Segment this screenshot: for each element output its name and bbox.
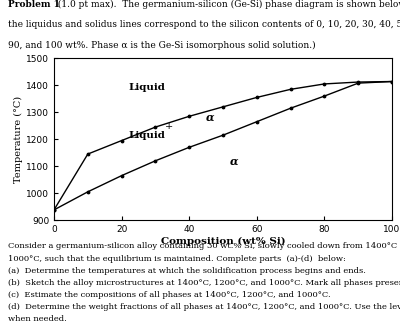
Text: when needed.: when needed. (8, 315, 67, 323)
Text: the liquidus and solidus lines correspond to the silicon contents of 0, 10, 20, : the liquidus and solidus lines correspon… (8, 20, 400, 29)
Text: α: α (206, 112, 214, 123)
Text: (1.0 pt max).  The germanium-silicon (Ge-Si) phase diagram is shown below. (Dots: (1.0 pt max). The germanium-silicon (Ge-… (52, 0, 400, 9)
Text: 90, and 100 wt%. Phase α is the Ge-Si isomorphous solid solution.): 90, and 100 wt%. Phase α is the Ge-Si is… (8, 41, 316, 50)
Text: (a)  Determine the temperatures at which the solidification process begins and e: (a) Determine the temperatures at which … (8, 267, 366, 275)
Text: (b)  Sketch the alloy microstructures at 1400°C, 1200°C, and 1000°C. Mark all ph: (b) Sketch the alloy microstructures at … (8, 279, 400, 287)
Text: 1000°C, such that the equilibrium is maintained. Complete parts  (a)-(d)  below:: 1000°C, such that the equilibrium is mai… (8, 255, 346, 262)
Text: (c)  Estimate the compositions of all phases at 1400°C, 1200°C, and 1000°C.: (c) Estimate the compositions of all pha… (8, 291, 331, 299)
Text: Liquid: Liquid (128, 83, 165, 92)
Text: +: + (165, 122, 173, 131)
Text: Problem 1: Problem 1 (8, 0, 60, 9)
Text: Consider a germanium-silicon alloy containing 30 wt.% Si, slowly cooled down fro: Consider a germanium-silicon alloy conta… (8, 242, 400, 251)
Text: (d)  Determine the weight fractions of all phases at 1400°C, 1200°C, and 1000°C.: (d) Determine the weight fractions of al… (8, 303, 400, 311)
Y-axis label: Temperature (°C): Temperature (°C) (14, 96, 23, 183)
X-axis label: Composition (wt% Si): Composition (wt% Si) (161, 237, 285, 246)
Text: α: α (230, 155, 238, 166)
Text: Liquid: Liquid (128, 131, 165, 140)
